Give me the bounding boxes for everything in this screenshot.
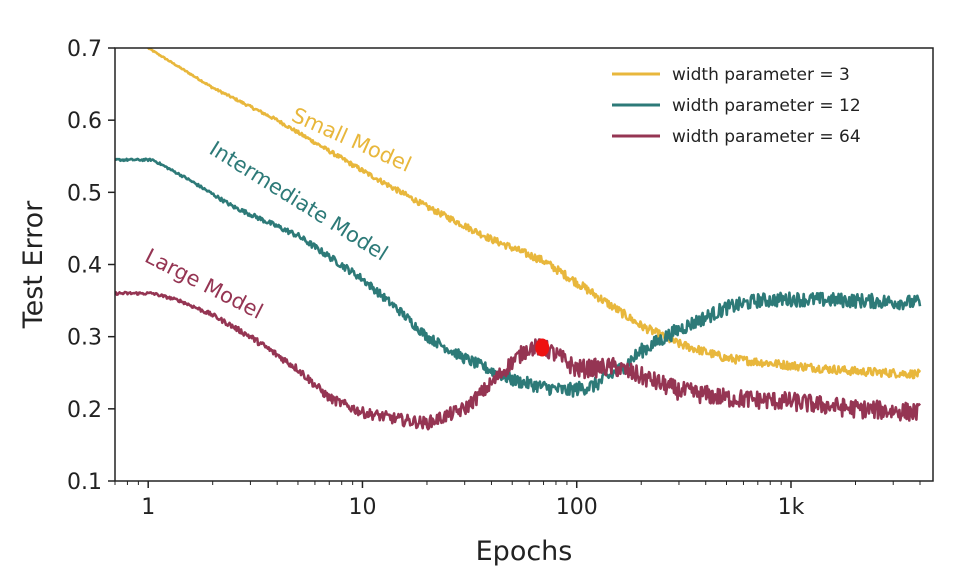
x-tick-label: 1 [141,495,155,520]
y-tick-label: 0.7 [67,37,102,62]
x-tick-label: 100 [556,495,598,520]
series-layer [115,48,922,431]
y-axis-title: Test Error [18,200,49,329]
legend-label: width parameter = 12 [672,96,861,116]
legend-label: width parameter = 3 [672,65,850,85]
y-tick-label: 0.2 [67,398,102,423]
series-line-1 [115,157,922,398]
y-tick-label: 0.3 [67,326,102,351]
marker-layer [535,338,550,357]
y-tick-label: 0.5 [67,181,102,206]
y-tick-label: 0.1 [67,470,102,495]
legend: width parameter = 3 width parameter = 12 w… [612,65,861,147]
series-line-0 [147,48,922,380]
y-tick-label: 0.4 [67,254,102,279]
x-axis-title: Epochs [476,536,573,567]
axes: 1 10 100 1k 0.1 0.2 0.3 0.4 0.5 0.6 0.7 [67,37,921,520]
series-line-2 [115,290,922,431]
x-tick-label: 10 [348,495,376,520]
legend-label: width parameter = 64 [672,127,861,147]
highlight-marker [535,338,550,357]
x-tick-label: 1k [778,495,805,520]
y-tick-label: 0.6 [67,109,102,134]
